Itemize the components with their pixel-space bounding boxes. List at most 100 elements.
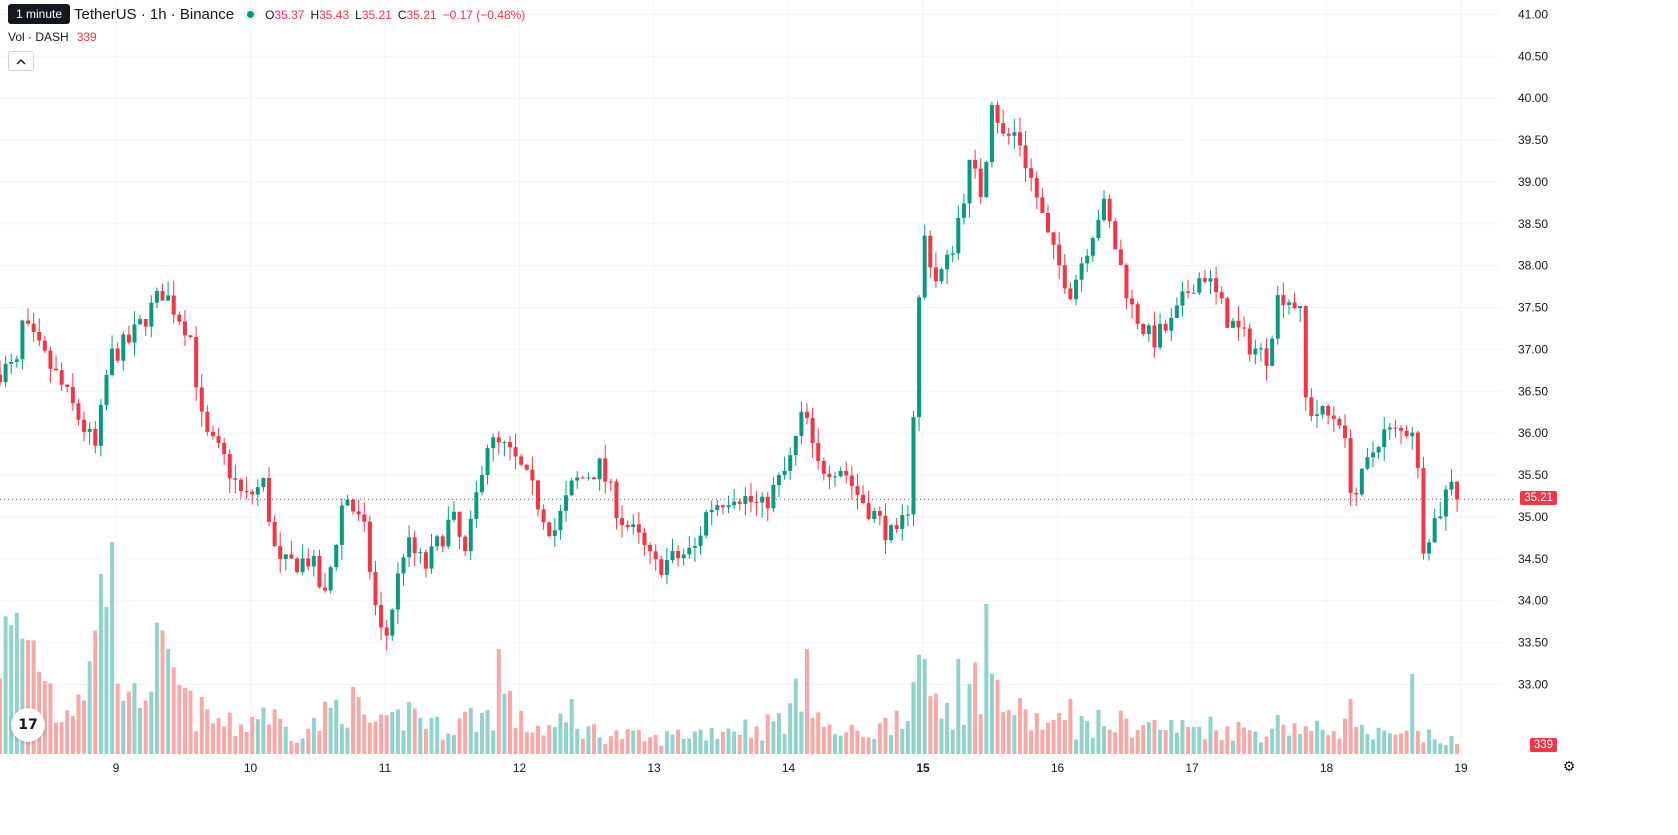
volume-bar: [855, 730, 860, 754]
candle-body: [530, 469, 535, 481]
volume-bar: [1001, 712, 1006, 754]
candle-body: [1298, 306, 1303, 309]
x-tick-label: 12: [513, 761, 527, 775]
candle-body: [37, 331, 42, 341]
candle-body: [0, 374, 2, 383]
volume-bar: [1012, 715, 1017, 754]
candle-body: [933, 267, 938, 282]
candle-body: [715, 505, 720, 511]
ohlc-low: L35.21: [355, 7, 392, 22]
volume-bar: [552, 727, 557, 754]
candle-body: [720, 505, 725, 508]
candle-body: [1331, 415, 1336, 419]
candle-body: [160, 291, 165, 301]
candle-body: [524, 464, 529, 470]
volume-bar: [933, 693, 938, 754]
volume-bar: [362, 714, 367, 754]
y-tick-label: 39.50: [1518, 133, 1548, 147]
volume-bar: [889, 734, 894, 754]
symbol-title[interactable]: TetherUS · 1h · Binance: [74, 6, 235, 23]
collapse-legend-button[interactable]: [8, 51, 34, 71]
candle-body: [412, 537, 417, 554]
volume-bar: [636, 730, 641, 754]
volume-bar: [440, 740, 445, 754]
y-tick-label: 36.00: [1518, 426, 1548, 440]
volume-legend: Vol · DASH 339: [8, 30, 97, 44]
volume-bar: [642, 741, 647, 754]
candle-body: [1320, 405, 1325, 415]
y-tick-label: 36.50: [1518, 384, 1548, 398]
candle-body: [356, 511, 361, 515]
candle-body: [536, 480, 540, 510]
volume-bar: [267, 724, 271, 754]
candle-body: [513, 447, 518, 457]
symbol-legend: TetherUS · 1h · Binance O35.37 H35.43 L3…: [8, 6, 531, 23]
volume-bar: [160, 630, 165, 754]
candle-body: [1242, 327, 1247, 329]
volume-bar: [928, 696, 933, 754]
price-change: −0.17 (−0.48%): [442, 7, 526, 22]
candle-body: [659, 559, 664, 575]
volume-bar: [48, 683, 53, 754]
last-price-label: 35.21: [1520, 491, 1557, 506]
volume-bar: [1427, 729, 1432, 754]
candle-body: [440, 536, 445, 547]
candle-body: [838, 470, 843, 477]
candle-body: [188, 335, 193, 337]
candle-body: [328, 567, 333, 591]
volume-bar: [166, 649, 171, 754]
volume-bar: [1242, 727, 1247, 754]
candle-body: [1230, 320, 1235, 328]
volume-bar: [54, 722, 59, 754]
x-tick-label: 11: [379, 761, 392, 775]
y-tick-label: 34.00: [1518, 594, 1548, 608]
volume-label[interactable]: Vol · DASH: [8, 30, 69, 44]
gear-icon[interactable]: ⚙: [1562, 759, 1576, 775]
candle-body: [87, 428, 92, 432]
volume-bar: [59, 722, 64, 754]
volume-bar: [575, 728, 580, 754]
candle-body: [132, 324, 137, 343]
candle-body: [1102, 198, 1107, 220]
candle-body: [1068, 288, 1073, 300]
volume-bar: [474, 731, 479, 754]
last-volume-label: 339: [1529, 738, 1557, 752]
candle-body: [26, 320, 31, 324]
volume-bar: [1348, 699, 1353, 754]
volume-bar: [631, 730, 636, 754]
volume-bar: [1387, 733, 1392, 754]
volume-bar: [833, 734, 838, 754]
x-tick-label: 19: [1454, 761, 1468, 775]
candle-body: [1432, 518, 1437, 543]
volume-bar: [1118, 710, 1123, 754]
volume-bar: [1343, 718, 1347, 754]
volume-bar: [14, 612, 19, 754]
candle-body: [922, 235, 927, 298]
candle-body: [216, 436, 221, 443]
candle-body: [692, 546, 697, 548]
volume-bar: [199, 697, 204, 754]
volume-bar: [1292, 723, 1297, 754]
candle-body: [625, 524, 630, 528]
tradingview-logo-icon[interactable]: 17: [11, 708, 45, 742]
candle-body: [451, 511, 456, 520]
candle-body: [950, 253, 955, 255]
volume-bar: [9, 625, 14, 754]
candle-body: [1017, 132, 1022, 146]
candle-body: [961, 203, 966, 218]
candle-body: [1141, 323, 1146, 335]
volume-bar: [429, 718, 434, 754]
volume-bar: [771, 721, 776, 754]
candle-body: [939, 269, 944, 282]
volume-bar: [1174, 732, 1179, 754]
volume-bar: [692, 731, 697, 754]
volume-bar: [827, 724, 832, 754]
volume-bar: [1230, 740, 1235, 754]
volume-bar: [1421, 742, 1426, 754]
candle-body: [1124, 264, 1129, 299]
volume-bar: [300, 738, 305, 754]
candle-body: [1286, 302, 1291, 305]
volume-bar: [861, 737, 866, 754]
candle-body: [149, 302, 154, 327]
